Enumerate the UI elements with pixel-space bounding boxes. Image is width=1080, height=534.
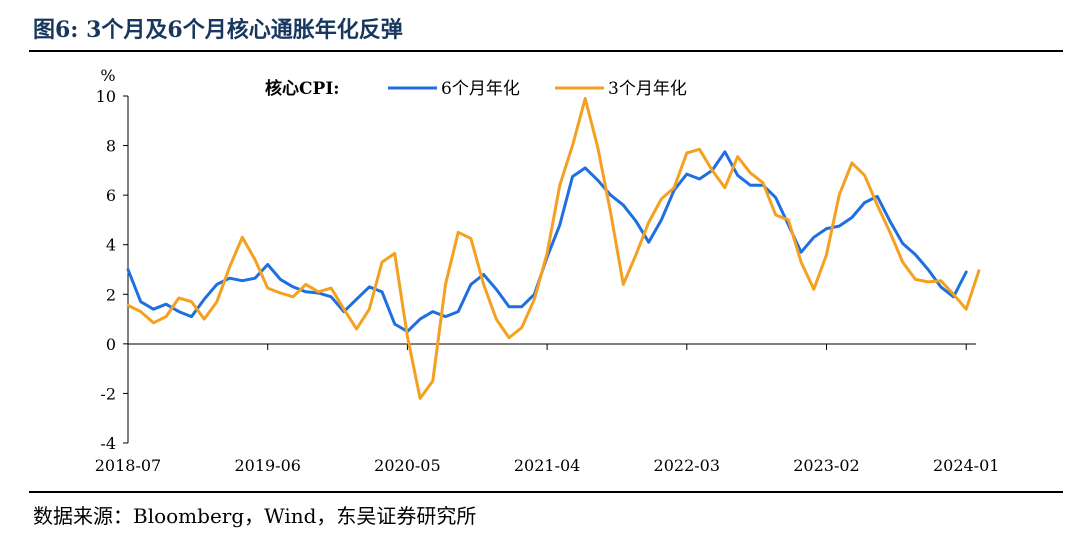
y-tick-label: 0 [106, 335, 116, 354]
legend-label-6m: 6个月年化 [441, 79, 520, 99]
legend-title: 核心CPI: [265, 78, 340, 99]
series-layer [126, 97, 981, 400]
x-tick-label: 2022-03 [654, 456, 720, 475]
y-ticks: 10 8 6 4 2 0 -2 -4 [96, 87, 128, 453]
source-note: 数据来源：Bloomberg，Wind，东吴证券研究所 [33, 504, 477, 528]
title-rule [29, 50, 1063, 52]
y-tick-label: 10 [96, 87, 116, 106]
series-line-3m [126, 97, 981, 400]
x-tick-label: 2021-04 [514, 456, 580, 475]
x-tick-label: 2024-01 [933, 456, 999, 475]
y-axis-unit: % [100, 66, 115, 85]
y-tick-label: -4 [100, 434, 116, 453]
chart-axes [127, 96, 976, 443]
x-tick-label: 2023-02 [793, 456, 859, 475]
x-tick-label: 2018-07 [95, 456, 161, 475]
x-ticks: 2018-07 2019-06 2020-05 2021-04 2022-03 2023-… [95, 344, 999, 475]
source-rule [29, 491, 1063, 493]
y-tick-label: 6 [106, 186, 116, 205]
legend-label-3m: 3个月年化 [608, 79, 687, 99]
y-tick-label: 8 [106, 137, 116, 156]
series-line-6m [126, 150, 968, 333]
legend: 核心CPI: 6个月年化 3个月年化 [265, 78, 687, 99]
x-tick-label: 2020-05 [374, 456, 440, 475]
y-tick-label: -2 [100, 384, 116, 403]
y-tick-label: 4 [106, 236, 116, 255]
figure-title: 图6: 3个月及6个月核心通胀年化反弹 [33, 17, 403, 43]
x-tick-label: 2019-06 [234, 456, 300, 475]
y-tick-label: 2 [106, 285, 116, 304]
